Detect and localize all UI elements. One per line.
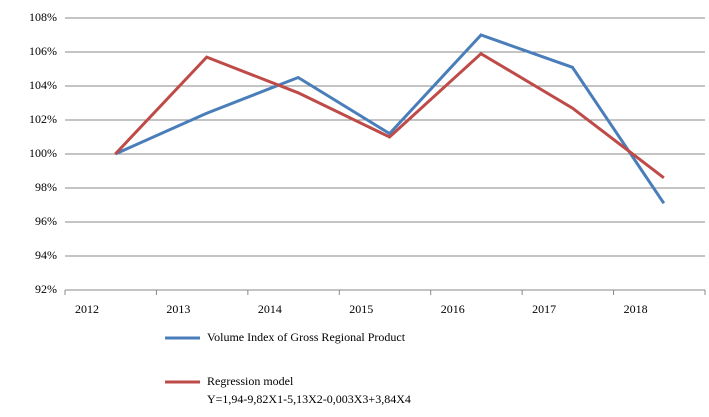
x-tick-label: 2016: [441, 302, 465, 316]
x-tick-label: 2018: [624, 302, 648, 316]
series-line: [114, 51, 665, 179]
x-tick-label: 2014: [258, 302, 282, 316]
annotation: Y=1,94-9,82X1-5,13X2-0,003X3+3,84X4: [207, 392, 411, 406]
y-tick-label: 96%: [35, 214, 57, 228]
y-tick-label: 104%: [29, 78, 57, 92]
x-tick-label: 2012: [75, 302, 99, 316]
y-tick-label: 98%: [35, 180, 57, 194]
x-tick-label: 2017: [532, 302, 556, 316]
y-tick-label: 106%: [29, 44, 57, 58]
legend-label: Volume Index of Gross Regional Product: [207, 330, 406, 344]
y-tick-label: 94%: [35, 248, 57, 262]
y-tick-label: 108%: [29, 10, 57, 24]
y-tick-label: 102%: [29, 112, 57, 126]
y-tick-label: 100%: [29, 146, 57, 160]
x-tick-label: 2015: [349, 302, 373, 316]
x-tick-label: 2013: [166, 302, 190, 316]
y-tick-label: 92%: [35, 282, 57, 296]
legend-label: Regression model: [207, 374, 294, 388]
series-line: [114, 33, 666, 205]
